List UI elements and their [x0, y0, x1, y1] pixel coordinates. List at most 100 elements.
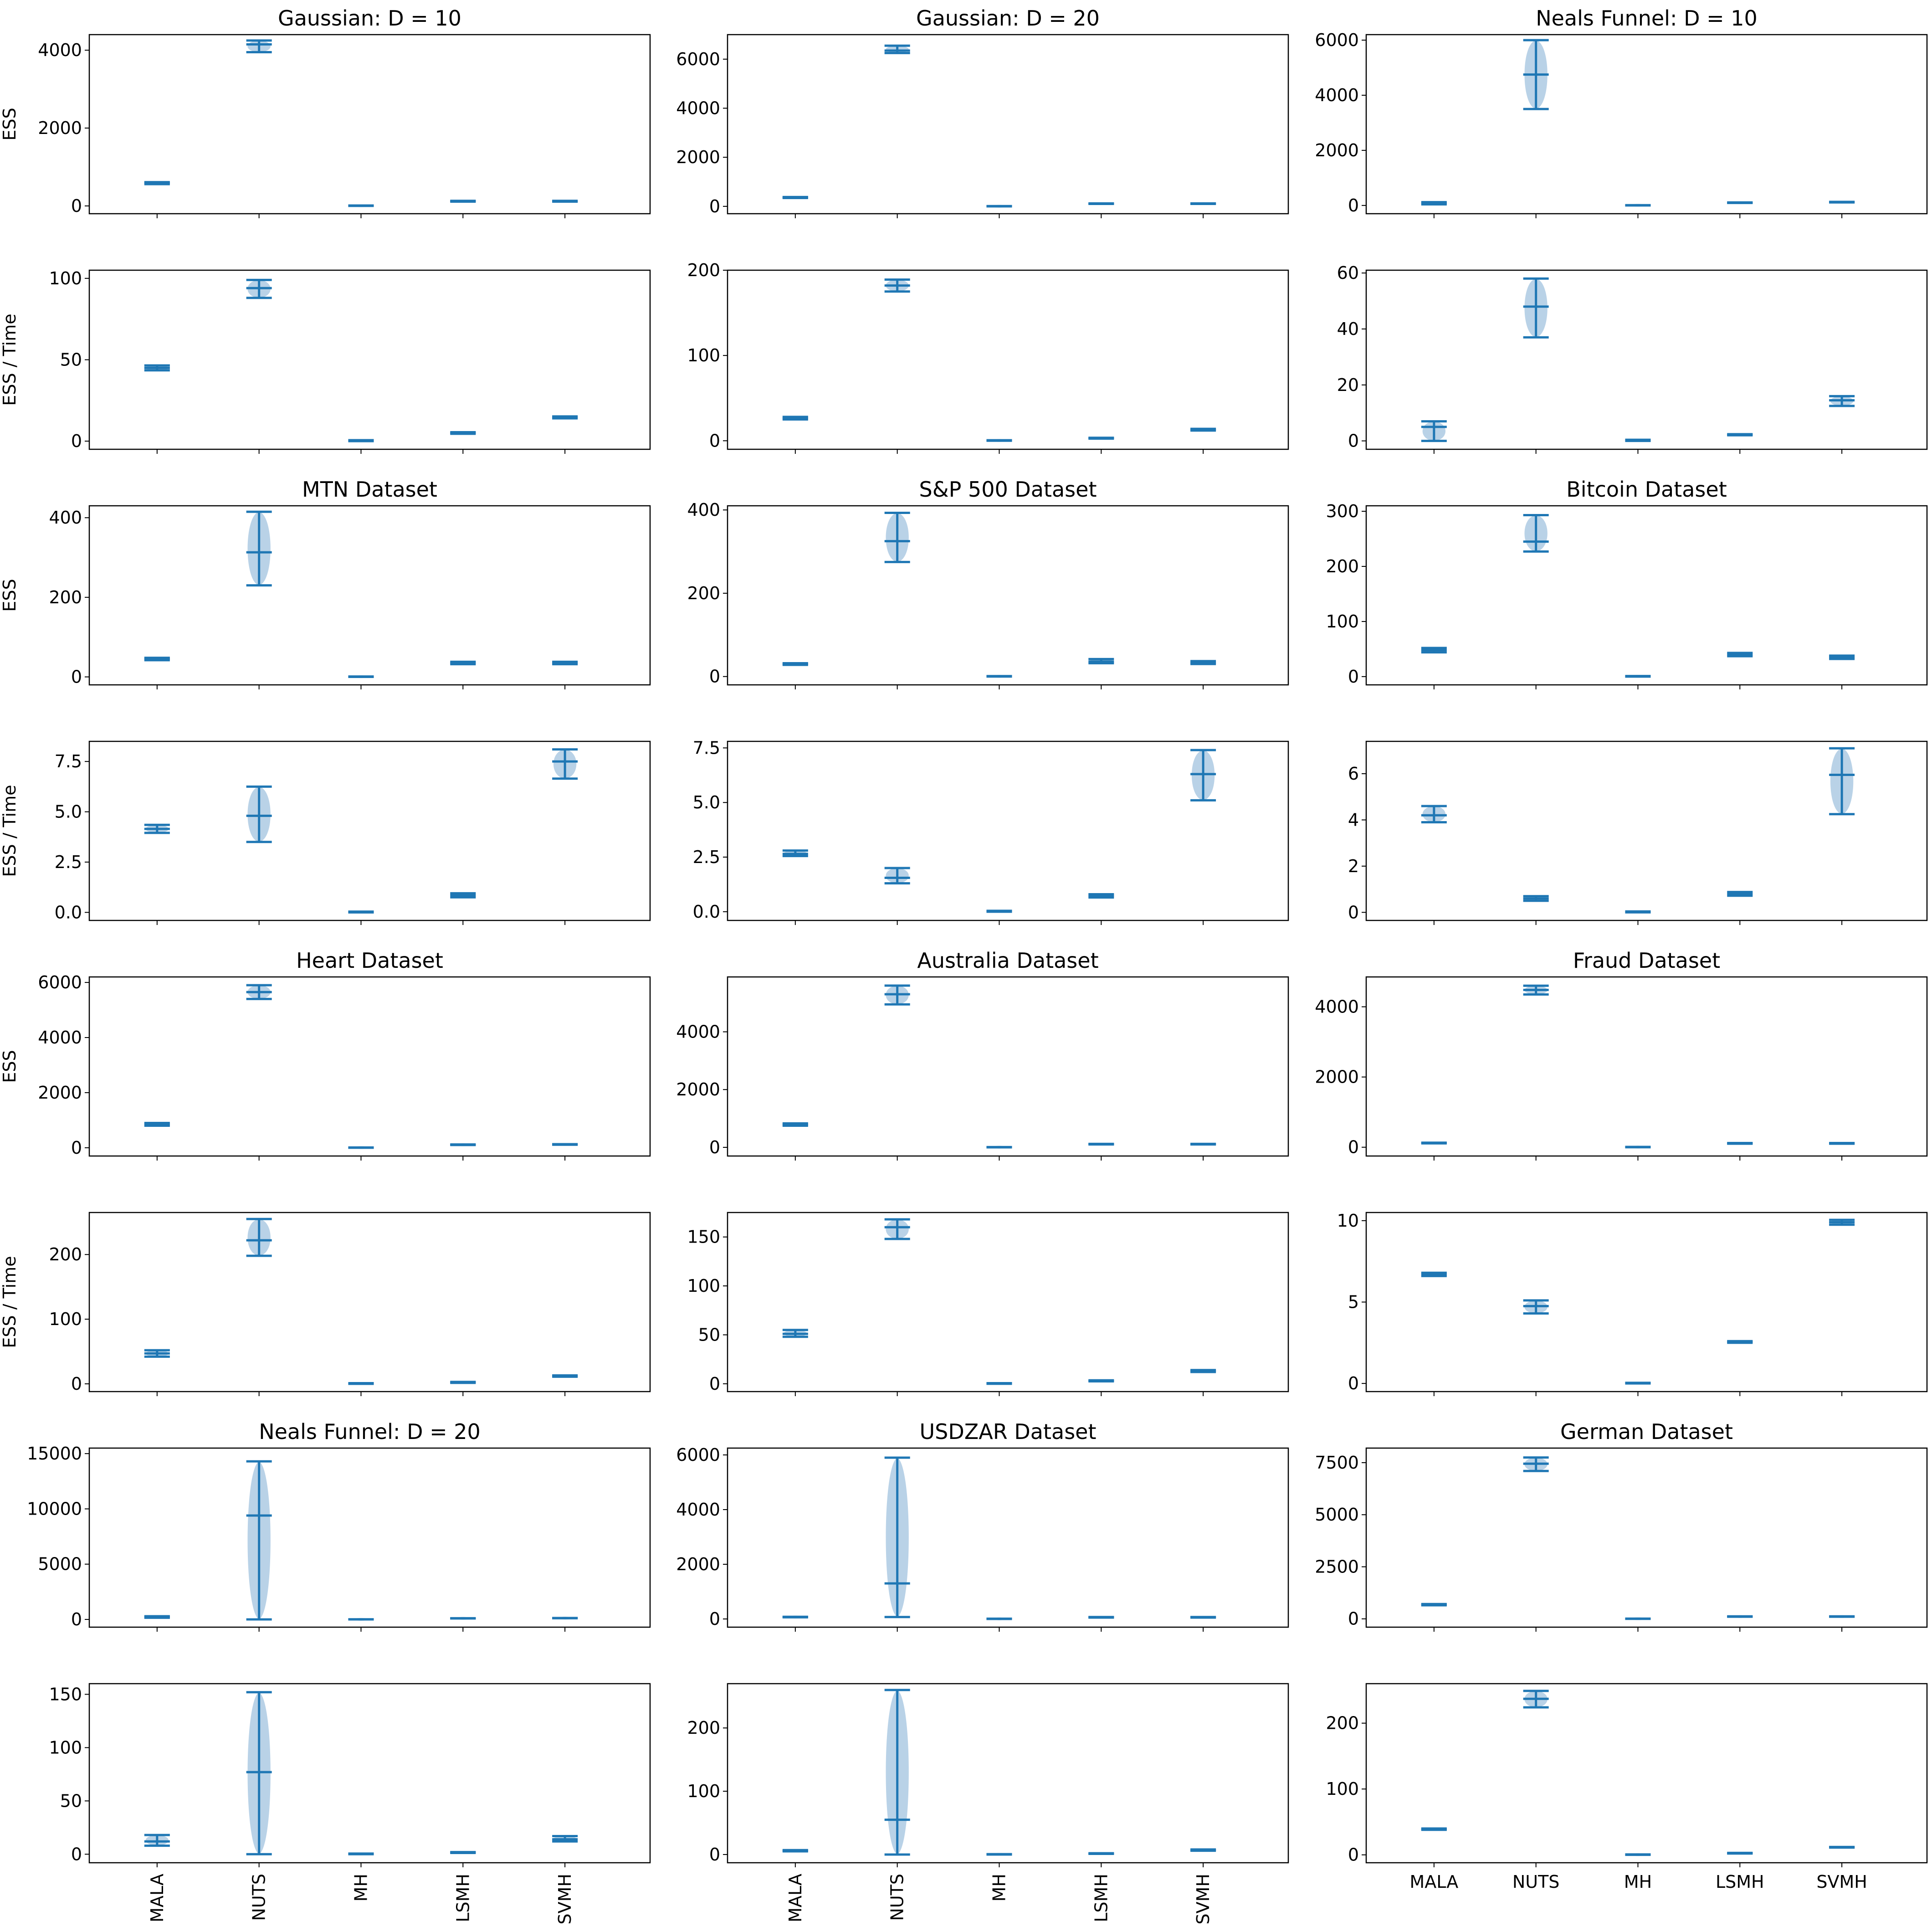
y-tick-label: 200	[1326, 1713, 1359, 1733]
subplot-title: Fraud Dataset	[1573, 948, 1720, 973]
subplot-title: Gaussian: D = 20	[916, 6, 1100, 31]
subplot-p16: 0 50 100 150	[687, 1212, 1289, 1396]
y-tick-label: 4000	[1315, 997, 1359, 1017]
y-tick-label: 100	[1326, 1779, 1359, 1799]
y-tick-label: 0.0	[693, 902, 720, 922]
y-tick-label: 4000	[676, 1500, 720, 1520]
subplot-title: Heart Dataset	[296, 948, 443, 973]
y-tick-label: 10	[1337, 1211, 1359, 1231]
axes-frame	[88, 34, 651, 215]
y-tick-label: 0	[709, 1374, 720, 1394]
y-axis-label: ESS	[0, 579, 20, 611]
y-tick-label: 100	[49, 268, 82, 288]
axes-frame	[727, 976, 1289, 1157]
x-tick-label: SVMH	[555, 1874, 575, 1924]
axes-frame	[727, 1447, 1289, 1628]
y-tick-label: 5000	[1315, 1505, 1359, 1525]
y-tick-label: 50	[60, 350, 82, 370]
y-tick-label: 400	[687, 500, 720, 520]
subplot-p18: Neals Funnel: D = 20 0 5000 10000 15000	[27, 1419, 651, 1632]
axes-frame	[727, 505, 1289, 686]
axes-frame	[727, 1683, 1289, 1864]
y-tick-label: 2000	[1315, 1067, 1359, 1087]
y-tick-label: 0	[71, 1609, 82, 1629]
y-tick-label: 0	[71, 1844, 82, 1864]
axes-frame	[1365, 976, 1928, 1157]
subplot-title: Neals Funnel: D = 20	[259, 1419, 481, 1444]
axes-frame	[1365, 1212, 1928, 1392]
subplot-p4: 0 100 200	[687, 260, 1289, 454]
x-tick-label: SVMH	[1816, 1872, 1867, 1892]
y-tick-label: 2000	[38, 118, 82, 138]
y-tick-label: 100	[687, 1276, 720, 1296]
y-tick-label: 150	[687, 1227, 720, 1247]
subplot-title: German Dataset	[1560, 1419, 1733, 1444]
subplot-p7: S&P 500 Dataset 0 200 400	[687, 477, 1289, 689]
subplot-p15: ESS / Time 0 100 200	[0, 1212, 651, 1396]
y-tick-label: 6000	[38, 972, 82, 992]
subplot-p3: ESS / Time 0 50 100	[0, 268, 651, 454]
y-tick-label: 6000	[676, 1445, 720, 1465]
y-tick-label: 4000	[676, 1022, 720, 1042]
subplot-p14: Fraud Dataset 0 2000 4000	[1315, 948, 1928, 1161]
subplot-p10: 0.0 2.5 5.0 7.5	[693, 738, 1289, 925]
y-tick-label: 50	[60, 1791, 82, 1811]
y-tick-label: 200	[1326, 556, 1359, 576]
axes-frame	[1365, 505, 1928, 686]
x-tick-label: MH	[1624, 1872, 1652, 1892]
x-tick-label: MALA	[147, 1874, 167, 1922]
y-tick-label: 0	[71, 1374, 82, 1394]
y-tick-label: 200	[687, 583, 720, 603]
axes-frame	[727, 1212, 1289, 1392]
subplot-p22: 0 100 200 MALA NUTS MH LSMH SVMH	[687, 1683, 1289, 1924]
y-tick-label: 2.5	[693, 847, 720, 867]
x-tick-label: SVMH	[1193, 1874, 1213, 1924]
axes-frame	[88, 1683, 651, 1864]
axes-frame	[1365, 1447, 1928, 1628]
axes-frame	[88, 269, 651, 450]
subplot-p5: 0 20 40 60	[1337, 263, 1928, 454]
y-tick-label: 200	[49, 1244, 82, 1264]
y-tick-label: 0	[71, 1138, 82, 1158]
y-tick-label: 100	[49, 1309, 82, 1329]
subplot-title: Bitcoin Dataset	[1566, 477, 1727, 502]
y-tick-label: 100	[687, 1781, 720, 1801]
y-tick-label: 400	[49, 508, 82, 528]
y-tick-label: 0	[1348, 667, 1359, 687]
subplot-p0: Gaussian: D = 10 ESS 0 2000 4000	[0, 6, 651, 218]
y-tick-label: 0	[71, 196, 82, 216]
y-axis-label: ESS / Time	[0, 1256, 20, 1348]
axes-frame	[727, 269, 1289, 450]
subplot-p12: Heart Dataset ESS 0 2000 4000 6000	[0, 948, 651, 1161]
subplot-p17: 0 5 10	[1337, 1211, 1928, 1396]
y-tick-label: 100	[1326, 611, 1359, 632]
axes-frame	[727, 740, 1289, 921]
y-tick-label: 0	[709, 196, 720, 216]
y-tick-label: 6000	[676, 49, 720, 69]
subplot-title: Gaussian: D = 10	[278, 6, 461, 31]
y-axis-label: ESS	[0, 1050, 20, 1083]
y-tick-label: 0	[1348, 1609, 1359, 1629]
y-tick-label: 60	[1337, 263, 1359, 283]
y-tick-label: 0	[71, 667, 82, 687]
subplot-p1: Gaussian: D = 20 0 2000 4000 6000	[676, 6, 1289, 218]
subplot-p8: Bitcoin Dataset 0 100 200 300	[1326, 477, 1928, 689]
y-tick-label: 4000	[676, 98, 720, 118]
y-tick-label: 0	[1348, 195, 1359, 216]
x-tick-label: LSMH	[1091, 1874, 1111, 1922]
x-tick-label: MALA	[1409, 1872, 1458, 1892]
y-tick-label: 50	[698, 1325, 720, 1345]
y-tick-label: 2.5	[55, 852, 82, 872]
y-tick-label: 2	[1348, 856, 1359, 876]
x-tick-label: MH	[351, 1874, 371, 1901]
x-tick-label: LSMH	[453, 1874, 473, 1922]
y-tick-label: 15000	[27, 1444, 82, 1464]
y-tick-label: 2000	[676, 1079, 720, 1100]
x-tick-label: NUTS	[249, 1874, 269, 1921]
y-tick-label: 0	[709, 1137, 720, 1157]
subplot-title: Australia Dataset	[917, 948, 1098, 973]
axes-frame	[1365, 1683, 1928, 1864]
subplot-title: USDZAR Dataset	[920, 1419, 1097, 1444]
y-tick-label: 0	[71, 431, 82, 451]
axes-frame	[1365, 740, 1928, 921]
